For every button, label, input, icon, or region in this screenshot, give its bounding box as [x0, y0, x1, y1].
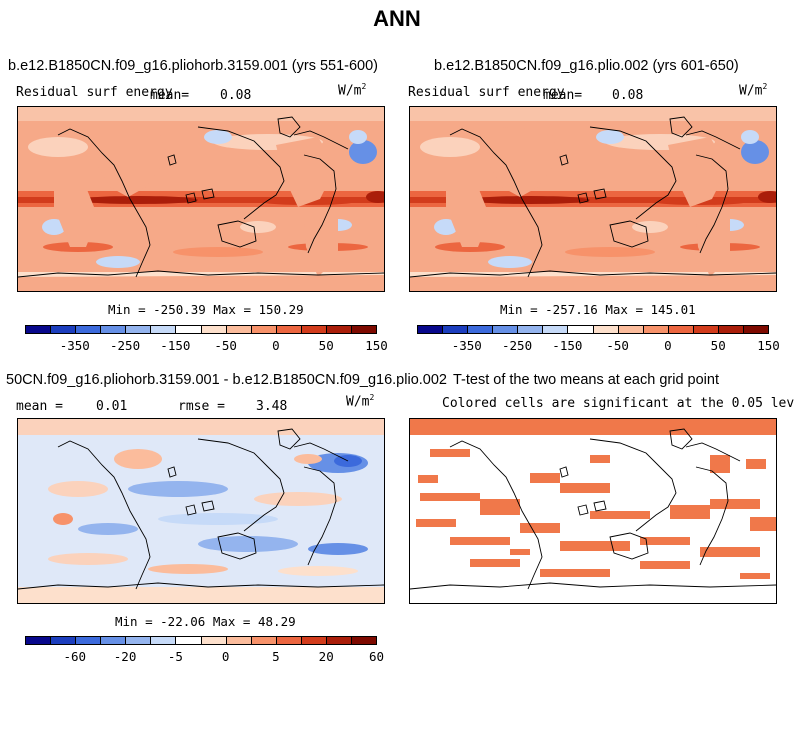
- colorbar-cell: [201, 637, 227, 644]
- colorbar-tick-label: -350: [59, 338, 90, 353]
- colorbar-cell: [301, 326, 327, 333]
- colorbar-cell: [26, 637, 52, 644]
- colorbar-cell: [101, 326, 127, 333]
- panel4-map: [409, 418, 777, 604]
- colorbar-cell: [26, 326, 52, 333]
- panel1-variable: Residual surf energy: [16, 85, 173, 100]
- colorbar-cell: [543, 326, 569, 333]
- colorbar-cell: [151, 637, 177, 644]
- colorbar-tick-label: -150: [160, 338, 191, 353]
- colorbar-cell: [201, 326, 227, 333]
- colorbar-tick-label: 0: [272, 338, 280, 353]
- panel3-map: [17, 418, 385, 604]
- colorbar-tick-label: -50: [606, 338, 629, 353]
- colorbar-cell: [518, 326, 544, 333]
- colorbar-tick-label: -60: [63, 649, 87, 664]
- colorbar-tick-label: 150: [757, 338, 780, 353]
- colorbar-cell: [301, 637, 327, 644]
- colorbar-tick-label: -5: [167, 649, 183, 664]
- panel2-colorbar: [417, 325, 769, 334]
- panel2-mean-value: 0.08: [612, 88, 644, 103]
- colorbar-cell: [352, 637, 377, 644]
- colorbar-cell: [226, 637, 252, 644]
- panel3-rmse-value: 3.48: [256, 399, 288, 414]
- colorbar-cell: [643, 326, 669, 333]
- colorbar-cell: [718, 326, 745, 333]
- colorbar-cell: [126, 637, 152, 644]
- colorbar-tick-label: -350: [451, 338, 482, 353]
- colorbar-cell: [76, 637, 102, 644]
- panel1-map: [17, 106, 385, 292]
- colorbar-cell: [176, 326, 202, 333]
- colorbar-cell: [744, 326, 769, 333]
- colorbar-cell: [176, 637, 202, 644]
- colorbar-cell: [101, 637, 127, 644]
- panel2-variable: Residual surf energy: [408, 85, 565, 100]
- colorbar-cell: [352, 326, 377, 333]
- panel3-rmse-label: rmse =: [178, 399, 225, 414]
- main-title: ANN: [373, 6, 421, 31]
- colorbar-tick-label: 0: [221, 649, 230, 664]
- colorbar-cell: [593, 326, 619, 333]
- colorbar-cell: [326, 637, 353, 644]
- panel2-map: [409, 106, 777, 292]
- colorbar-cell: [276, 637, 302, 644]
- colorbar-cell: [51, 637, 77, 644]
- colorbar-cell: [226, 326, 252, 333]
- colorbar-cell: [126, 326, 152, 333]
- panel2-minmax: Min = -257.16 Max = 145.01: [500, 302, 696, 317]
- colorbar-tick-label: 20: [318, 649, 334, 664]
- panel2-title: b.e12.B1850CN.f09_g16.plio.002 (yrs 601-…: [434, 58, 739, 74]
- colorbar-tick-label: 150: [365, 338, 388, 353]
- colorbar-tick-label: -20: [113, 649, 137, 664]
- colorbar-cell: [151, 326, 177, 333]
- colorbar-cell: [493, 326, 519, 333]
- colorbar-tick-label: 60: [368, 649, 385, 664]
- panel4-subtitle: Colored cells are significant at the 0.0…: [442, 396, 794, 411]
- panel3-units: W/m2: [346, 393, 375, 410]
- colorbar-tick-label: 50: [318, 338, 334, 353]
- colorbar-tick-label: -50: [214, 338, 237, 353]
- colorbar-cell: [468, 326, 494, 333]
- panel3-minmax: Min = -22.06 Max = 48.29: [115, 614, 296, 629]
- colorbar-cell: [693, 326, 719, 333]
- panel1-units: W/m2: [338, 82, 367, 99]
- panel1-minmax: Min = -250.39 Max = 150.29: [108, 302, 304, 317]
- panel2-mean-label: mean=: [543, 88, 583, 103]
- colorbar-tick-label: -250: [110, 338, 141, 353]
- panel3-mean-value: 0.01: [96, 399, 128, 414]
- panel3-title: 50CN.f09_g16.pliohorb.3159.001 - b.e12.B…: [6, 372, 447, 388]
- colorbar-cell: [251, 637, 277, 644]
- colorbar-cell: [418, 326, 444, 333]
- colorbar-cell: [668, 326, 694, 333]
- colorbar-cell: [568, 326, 594, 333]
- panel4-title: T-test of the two means at each grid poi…: [453, 372, 719, 388]
- colorbar-cell: [326, 326, 353, 333]
- colorbar-tick-label: -250: [502, 338, 533, 353]
- colorbar-cell: [443, 326, 469, 333]
- panel1-mean-value: 0.08: [220, 88, 252, 103]
- colorbar-cell: [618, 326, 644, 333]
- panel2-units: W/m2: [739, 82, 768, 99]
- colorbar-cell: [251, 326, 277, 333]
- panel1-mean-label: mean=: [150, 88, 190, 103]
- colorbar-tick-label: 50: [710, 338, 726, 353]
- panel3-colorbar: [25, 636, 377, 645]
- colorbar-cell: [76, 326, 102, 333]
- colorbar-cell: [51, 326, 77, 333]
- colorbar-tick-label: 5: [272, 649, 280, 664]
- colorbar-cell: [276, 326, 302, 333]
- panel1-title: b.e12.B1850CN.f09_g16.pliohorb.3159.001 …: [8, 58, 379, 74]
- colorbar-tick-label: -150: [552, 338, 583, 353]
- panel1-colorbar: [25, 325, 377, 334]
- panel3-mean-label: mean =: [16, 399, 63, 414]
- colorbar-tick-label: 0: [664, 338, 672, 353]
